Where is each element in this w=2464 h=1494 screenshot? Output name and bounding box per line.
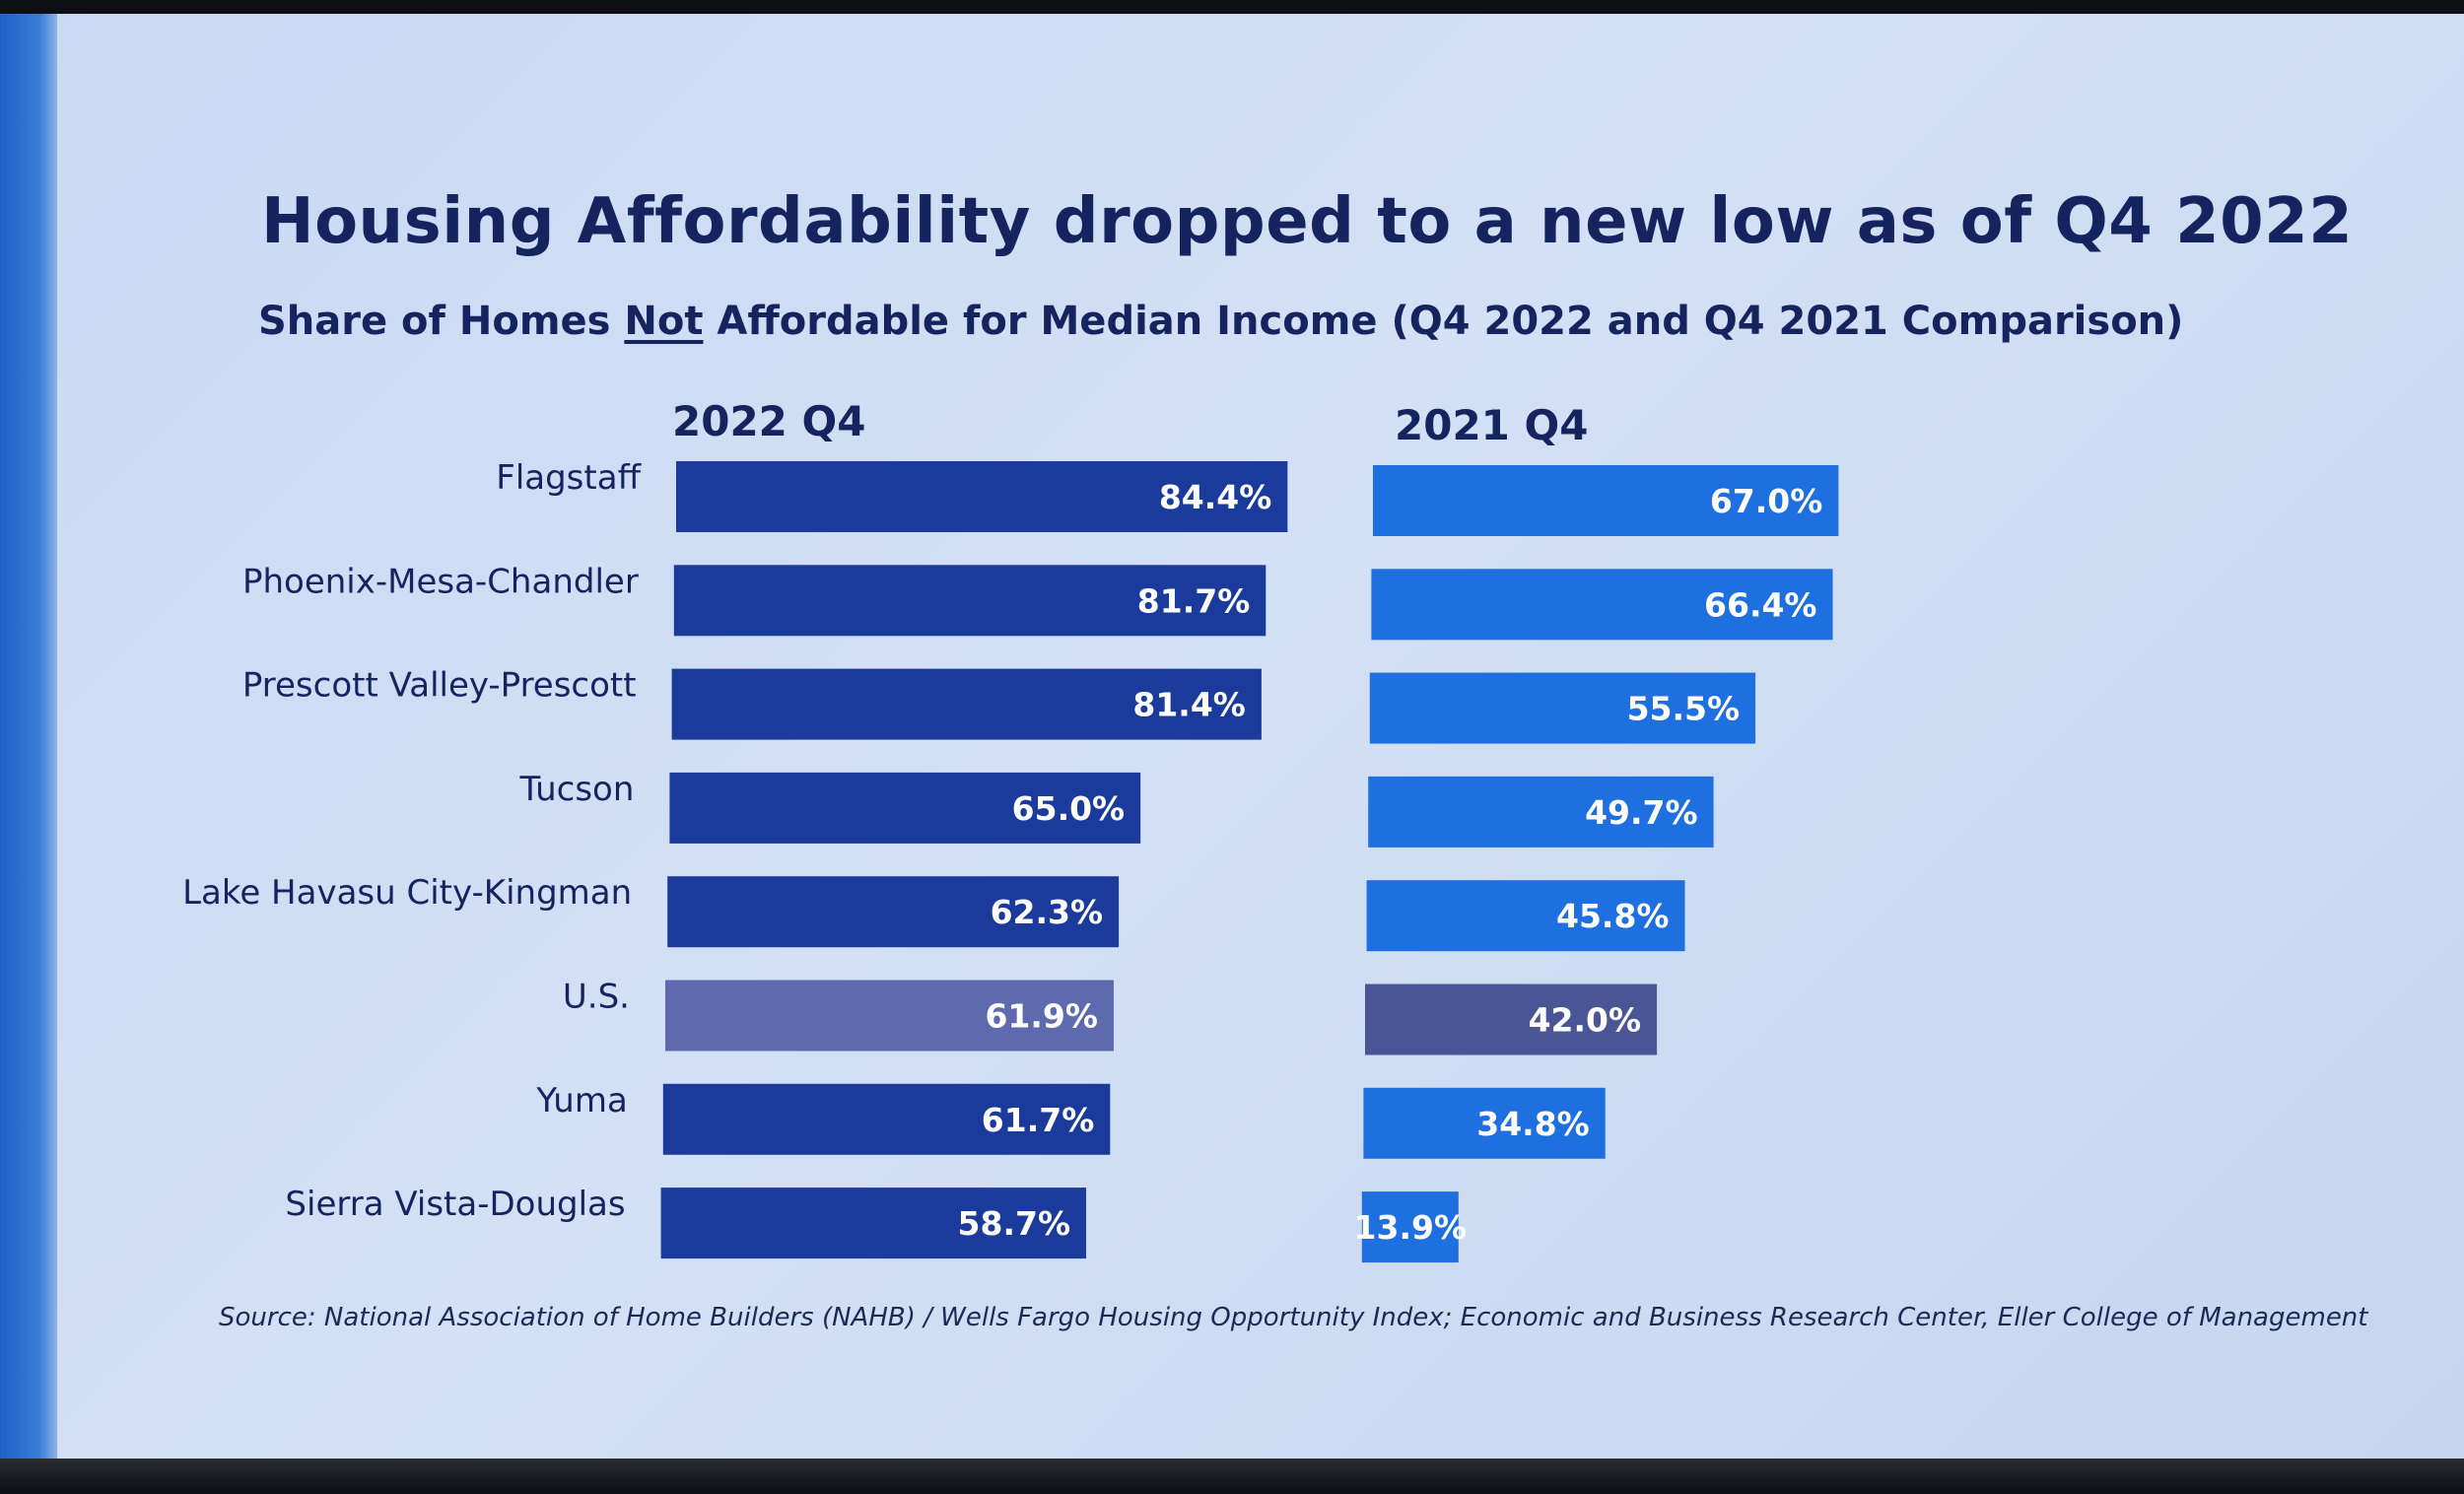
bar-label-2-3: 55.5% bbox=[1627, 690, 1741, 728]
bar-label-2-2: 66.4% bbox=[1704, 585, 1817, 624]
bar-2-1 bbox=[1373, 465, 1839, 536]
bar-1-3 bbox=[671, 668, 1262, 740]
bar-1-6 bbox=[665, 980, 1114, 1052]
bar-label-1-4: 65.0% bbox=[1012, 789, 1126, 828]
projection-screen bbox=[0, 14, 2464, 1480]
bar-label-1-2: 81.7% bbox=[1137, 581, 1251, 620]
bar-label-1-3: 81.4% bbox=[1132, 686, 1246, 724]
category-label-3: Prescott Valley-Prescott bbox=[242, 666, 637, 706]
category-label-5: Lake Havasu City-Kingman bbox=[182, 873, 632, 913]
subtitle-part-2: Affordable for Median Income (Q4 2022 an… bbox=[703, 299, 2184, 344]
bar-label-1-1: 84.4% bbox=[1159, 478, 1272, 516]
source-note: Source: National Association of Home Bui… bbox=[219, 1303, 2368, 1332]
series-heading-2: 2021 Q4 bbox=[1395, 401, 1588, 449]
bar-2-4 bbox=[1368, 776, 1714, 848]
bar-label-2-1: 67.0% bbox=[1710, 482, 1823, 520]
bar-2-2 bbox=[1371, 569, 1833, 641]
bar-1-2 bbox=[673, 565, 1266, 637]
category-label-6: U.S. bbox=[563, 978, 630, 1017]
bar-1-1 bbox=[676, 461, 1288, 532]
category-label-1: Flagstaff bbox=[496, 458, 642, 498]
bar-1-5 bbox=[667, 876, 1120, 948]
bar-label-1-5: 62.3% bbox=[991, 893, 1104, 931]
bar-2-7 bbox=[1363, 1087, 1606, 1159]
category-label-4: Tucson bbox=[518, 770, 634, 809]
chart-title: Housing Affordability dropped to a new l… bbox=[261, 185, 2354, 258]
bar-label-1-7: 61.7% bbox=[982, 1101, 1095, 1139]
bar-label-2-4: 49.7% bbox=[1585, 793, 1698, 832]
subtitle-emphasis: Not bbox=[624, 299, 704, 344]
category-label-7: Yuma bbox=[535, 1081, 627, 1120]
bar-label-2-8: 13.9% bbox=[1354, 1208, 1468, 1247]
bar-1-8 bbox=[660, 1188, 1087, 1259]
category-label-2: Phoenix-Mesa-Chandler bbox=[242, 562, 639, 601]
bar-label-1-8: 58.7% bbox=[958, 1204, 1071, 1243]
bar-1-4 bbox=[669, 772, 1141, 844]
bar-2-5 bbox=[1366, 880, 1685, 952]
bar-2-6 bbox=[1365, 984, 1658, 1055]
bar-1-7 bbox=[662, 1083, 1111, 1155]
bar-2-8 bbox=[1361, 1191, 1459, 1263]
bar-label-2-7: 34.8% bbox=[1476, 1105, 1590, 1143]
chart-subtitle: Share of Homes Not Affordable for Median… bbox=[258, 299, 2183, 344]
bar-label-2-5: 45.8% bbox=[1556, 897, 1670, 935]
subtitle-part-1: Share of Homes bbox=[258, 299, 625, 344]
bar-2-3 bbox=[1369, 672, 1756, 744]
bar-label-2-6: 42.0% bbox=[1529, 1001, 1642, 1040]
series-heading-1: 2022 Q4 bbox=[672, 397, 865, 445]
slide-edge-accent bbox=[0, 14, 57, 1480]
category-label-8: Sierra Vista-Douglas bbox=[285, 1185, 625, 1224]
screen-bottom-rim bbox=[0, 1459, 2464, 1494]
bar-label-1-6: 61.9% bbox=[985, 997, 1098, 1036]
